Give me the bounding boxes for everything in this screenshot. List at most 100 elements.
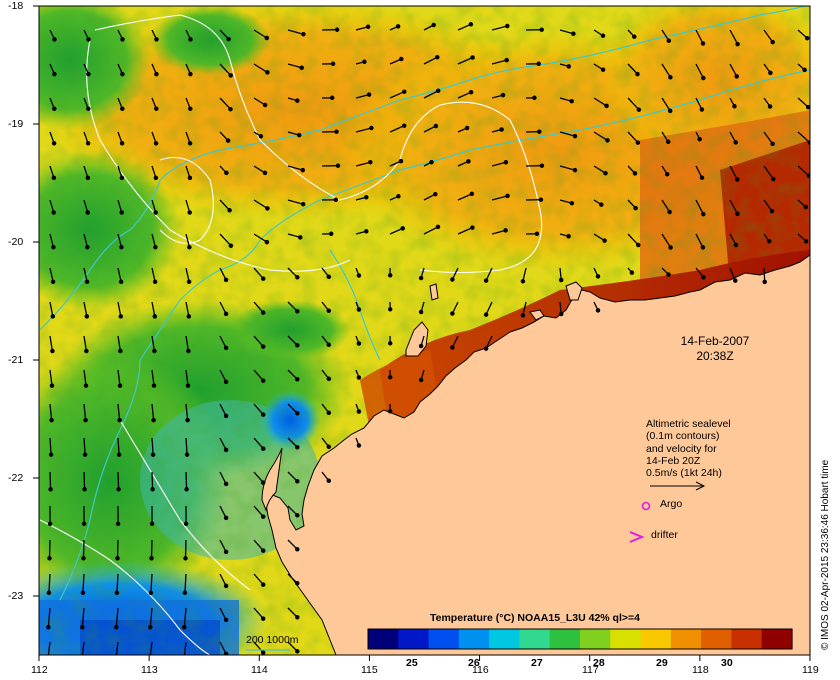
velocity-arrow-head xyxy=(295,343,300,348)
velocity-arrow-head xyxy=(84,348,89,354)
velocity-arrow xyxy=(117,403,121,421)
velocity-arrow-head xyxy=(603,170,608,176)
velocity-arrow-head xyxy=(83,417,88,423)
velocity-arrow-head xyxy=(84,314,90,319)
velocity-arrow-head xyxy=(733,242,739,248)
velocity-arrow xyxy=(287,165,303,171)
velocity-arrow-head xyxy=(595,274,601,279)
velocity-arrow-head xyxy=(85,244,90,250)
velocity-arrow-head xyxy=(188,37,193,42)
velocity-arrow-head xyxy=(223,617,229,623)
velocity-arrow xyxy=(151,403,155,421)
colorbar-tick-label: 25 xyxy=(406,657,418,669)
velocity-arrow xyxy=(151,267,156,282)
velocity-arrow-head xyxy=(81,521,87,527)
colorbar-swatch xyxy=(731,629,763,649)
velocity-arrow-head xyxy=(700,41,706,46)
velocity-arrow-head xyxy=(260,514,266,519)
velocity-arrow-head xyxy=(118,348,123,354)
depth-contour-legend-label: 200 1000m xyxy=(246,634,299,646)
drifter-marker-icon xyxy=(629,531,645,543)
velocity-arrow-head xyxy=(483,278,489,283)
velocity-arrow-head xyxy=(295,411,300,416)
date-line: 14-Feb-2007 xyxy=(680,334,750,348)
velocity-arrow-head xyxy=(387,341,393,346)
velocity-arrow xyxy=(457,91,472,99)
velocity-arrow-head xyxy=(152,314,158,319)
velocity-arrow-head xyxy=(51,244,56,250)
velocity-arrow xyxy=(151,471,154,490)
velocity-arrow-head xyxy=(368,159,373,165)
velocity-arrow-head xyxy=(395,24,401,29)
velocity-arrow xyxy=(253,369,264,382)
velocity-arrow-head xyxy=(804,35,810,41)
colorbar-swatch xyxy=(580,629,611,649)
velocity-arrow xyxy=(185,403,189,421)
velocity-arrow-head xyxy=(260,276,266,281)
velocity-arrow-head xyxy=(151,383,157,388)
velocity-arrow-head xyxy=(520,279,526,284)
velocity-arrow-head xyxy=(503,160,509,165)
colorbar-tick-label: 27 xyxy=(531,657,543,669)
velocity-arrow-head xyxy=(115,556,120,561)
velocity-arrow-head xyxy=(119,244,124,250)
lon-label: 119 xyxy=(802,664,819,676)
velocity-arrow-head xyxy=(499,127,504,132)
velocity-arrow-head xyxy=(566,64,572,69)
velocity-arrow-head xyxy=(464,125,470,131)
velocity-arrow-head xyxy=(399,56,404,62)
velocity-arrow xyxy=(661,233,672,248)
lat-label: -22 xyxy=(8,472,24,484)
velocity-arrow-head xyxy=(187,210,192,215)
velocity-arrow xyxy=(695,29,704,44)
velocity-arrow xyxy=(115,607,119,628)
velocity-arrow-head xyxy=(260,650,266,655)
velocity-arrow-head xyxy=(667,108,673,114)
time-line: 20:38Z xyxy=(696,349,734,363)
velocity-arrow-head xyxy=(50,279,56,285)
velocity-arrow-head xyxy=(80,625,85,630)
velocity-arrow xyxy=(83,233,89,248)
velocity-arrow-head xyxy=(566,234,571,239)
shelf-contour-1000m xyxy=(59,69,810,601)
velocity-arrow xyxy=(47,641,51,655)
altimetry-line-1: Altimetric sealevel xyxy=(646,418,731,430)
velocity-arrow xyxy=(49,335,54,352)
velocity-arrow xyxy=(763,131,774,145)
velocity-arrow-head xyxy=(569,200,575,206)
velocity-arrow-head xyxy=(600,67,606,72)
velocity-arrow-head xyxy=(149,556,154,561)
velocity-arrow xyxy=(219,233,232,247)
velocity-arrow xyxy=(81,641,85,655)
velocity-arrow-head xyxy=(119,175,125,181)
velocity-arrow-head xyxy=(558,277,564,283)
velocity-arrow-head xyxy=(183,556,188,561)
colorbar-tick-label: 29 xyxy=(656,657,668,669)
shelf-contour-200m xyxy=(39,6,809,331)
velocity-arrow-head xyxy=(81,556,86,561)
velocity-arrow xyxy=(389,227,403,235)
velocity-arrow-head xyxy=(400,226,405,231)
colorbar-swatch xyxy=(761,629,793,649)
velocity-arrow-head xyxy=(148,625,153,630)
velocity-arrow-head xyxy=(735,211,740,217)
velocity-arrow xyxy=(83,301,88,317)
velocity-arrow-head xyxy=(534,231,540,237)
velocity-arrow xyxy=(627,233,639,246)
altimetry-line-5: 0.5m/s (1kt 24h) xyxy=(646,467,722,480)
velocity-arrow xyxy=(661,199,671,213)
altimetry-line-2: (0.1m contours) xyxy=(646,430,720,443)
velocity-arrow xyxy=(797,97,809,108)
velocity-arrow xyxy=(253,437,264,450)
velocity-arrow-head xyxy=(398,158,404,164)
velocity-arrow-head xyxy=(224,170,229,176)
velocity-arrow xyxy=(116,573,119,593)
velocity-arrow xyxy=(423,226,439,235)
velocity-arrow xyxy=(627,63,638,75)
velocity-arrow-head xyxy=(334,27,340,32)
velocity-arrow xyxy=(593,131,608,141)
velocity-arrow-head xyxy=(500,92,506,98)
velocity-arrow xyxy=(83,437,86,455)
velocity-arrow xyxy=(763,199,773,212)
velocity-arrow-head xyxy=(356,409,362,414)
